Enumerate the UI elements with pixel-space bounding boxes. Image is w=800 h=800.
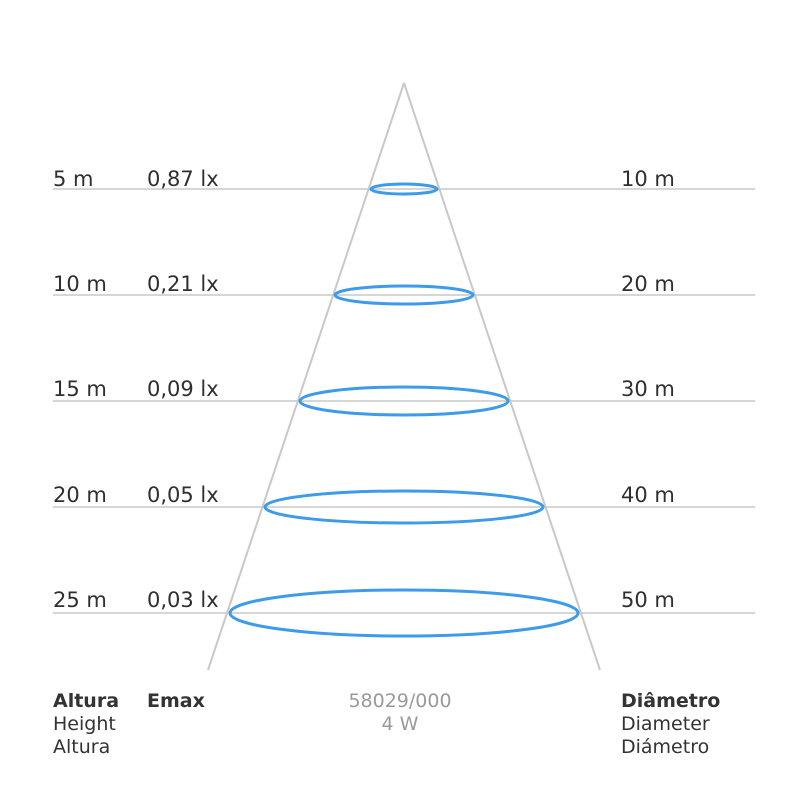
height-legend-en: Height: [53, 713, 116, 735]
cone-right-edge: [403, 82, 601, 671]
product-power: 4 W: [381, 713, 419, 735]
height-legend-es: Altura: [53, 736, 111, 758]
beam-ellipse: [263, 489, 545, 525]
emax-label-15m: 0,09 lx: [147, 377, 219, 401]
product-code: 58029/000: [348, 690, 452, 712]
product-info: 58029/000 4 W: [300, 690, 500, 736]
height-legend-pt: Altura: [53, 690, 120, 712]
emax-legend-label: Emax: [147, 690, 205, 712]
diameter-legend-en: Diameter: [621, 713, 710, 735]
emax-label-10m: 0,21 lx: [147, 272, 219, 296]
diameter-legend-es: Diámetro: [621, 736, 710, 758]
cone-left-edge: [207, 82, 405, 671]
beam-ellipse: [333, 284, 475, 306]
emax-legend: Emax: [147, 690, 205, 713]
beam-ellipse: [298, 385, 510, 417]
height-label-20m: 20 m: [53, 483, 107, 507]
diameter-label-10m: 20 m: [621, 272, 675, 296]
height-label-15m: 15 m: [53, 377, 107, 401]
emax-label-25m: 0,03 lx: [147, 588, 219, 612]
height-label-10m: 10 m: [53, 272, 107, 296]
beam-ellipse: [369, 182, 439, 196]
diameter-label-5m: 10 m: [621, 167, 675, 191]
height-legend: Altura Height Altura: [53, 690, 119, 759]
diameter-label-20m: 40 m: [621, 483, 675, 507]
beam-ellipse: [228, 588, 580, 638]
diameter-legend: Diâmetro Diameter Diámetro: [621, 690, 720, 759]
emax-label-20m: 0,05 lx: [147, 483, 219, 507]
emax-label-5m: 0,87 lx: [147, 167, 219, 191]
height-label-5m: 5 m: [53, 167, 94, 191]
diameter-label-25m: 50 m: [621, 588, 675, 612]
height-label-25m: 25 m: [53, 588, 107, 612]
diameter-label-15m: 30 m: [621, 377, 675, 401]
diameter-legend-pt: Diâmetro: [621, 690, 721, 712]
